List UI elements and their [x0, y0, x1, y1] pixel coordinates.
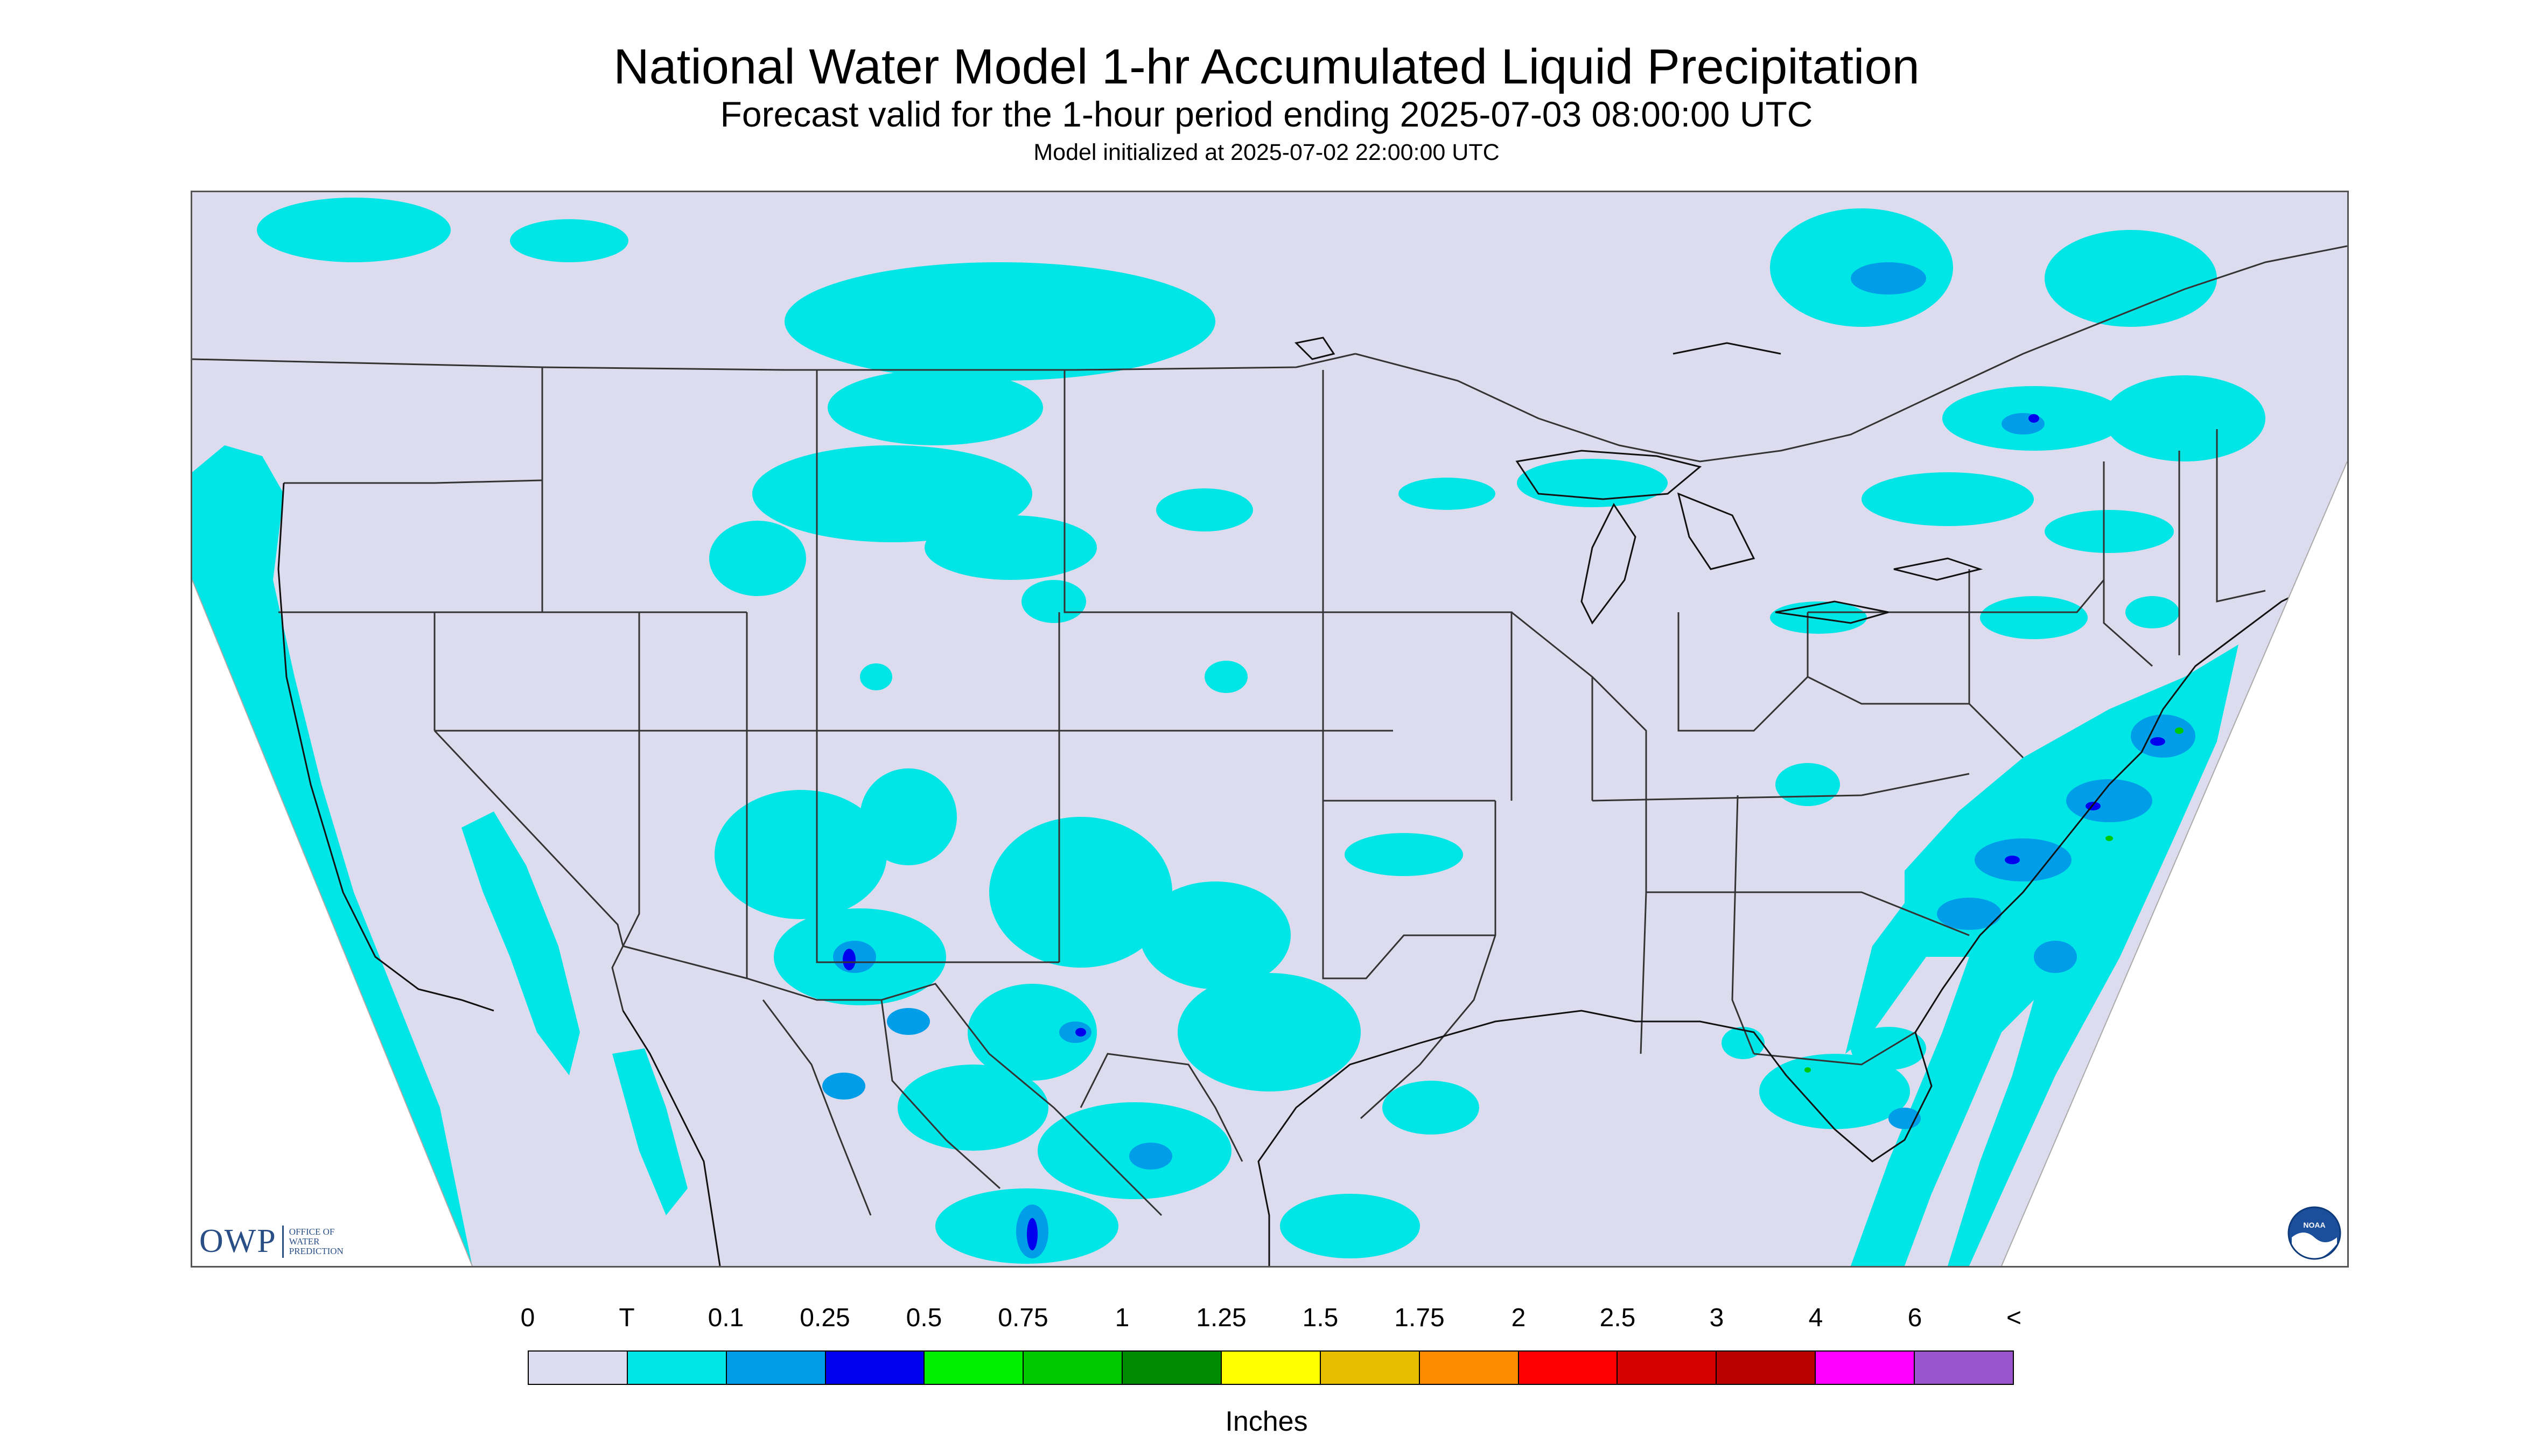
legend-swatch	[726, 1352, 826, 1384]
owp-logo-mark: OWP	[199, 1223, 277, 1259]
legend-label: 3	[1709, 1304, 1724, 1332]
legend-swatch	[627, 1352, 727, 1384]
legend-swatch	[1618, 1352, 1717, 1384]
precipitation-map	[191, 191, 2349, 1268]
legend-label: 4	[1808, 1304, 1823, 1332]
coastlines	[277, 337, 2347, 1266]
legend-label: 0	[520, 1304, 535, 1332]
svg-text:NOAA: NOAA	[2303, 1221, 2325, 1229]
legend-label: 1.75	[1394, 1304, 1445, 1332]
map-canvas	[192, 192, 2347, 1266]
heavy-precip-areas	[1804, 727, 2184, 1073]
legend-swatch	[1717, 1352, 1816, 1384]
legend-labels: 0 T 0.1 0.25 0.5 0.75 1 1.25 1.5 1.75 2 2.5 3 4 6 <	[0, 1303, 2533, 1341]
map-title: National Water Model 1-hr Accumulated Li…	[613, 39, 1920, 94]
domain-edge	[192, 461, 2347, 1266]
owp-logo-text: OFFICE OF WATER PREDICTION	[289, 1226, 344, 1256]
legend-swatch	[1419, 1352, 1519, 1384]
legend-label: 0.75	[998, 1304, 1048, 1332]
legend-swatch	[1024, 1352, 1123, 1384]
legend-swatch	[529, 1352, 628, 1384]
legend-label: 1.5	[1302, 1304, 1339, 1332]
legend-swatch	[1222, 1352, 1321, 1384]
legend-label: 0.25	[800, 1304, 850, 1332]
trace-precip-areas	[192, 198, 2265, 1266]
legend-units: Inches	[1225, 1406, 1308, 1437]
legend-label: 1.25	[1196, 1304, 1247, 1332]
legend-swatch	[825, 1352, 925, 1384]
legend-label: T	[619, 1304, 635, 1332]
legend-swatch	[1320, 1352, 1420, 1384]
model-domain	[192, 192, 2347, 1266]
map-subtitle: Forecast valid for the 1-hour period end…	[720, 94, 1813, 134]
legend-label: 0.5	[906, 1304, 942, 1332]
legend-swatch	[925, 1352, 1024, 1384]
legend-swatch	[1816, 1352, 1915, 1384]
legend-label: 1	[1115, 1304, 1130, 1332]
model-init-line: Model initialized at 2025-07-02 22:00:00…	[1033, 139, 1500, 165]
legend-label: <	[2006, 1304, 2022, 1332]
state-boundaries	[192, 245, 2347, 1216]
legend-swatch	[1519, 1352, 1618, 1384]
legend-swatch	[1123, 1352, 1222, 1384]
legend-label: 2.5	[1599, 1304, 1636, 1332]
legend-label: 2	[1511, 1304, 1526, 1332]
legend-color-bar	[528, 1350, 2014, 1385]
moderate-precip-areas	[843, 414, 2165, 1250]
owp-logo: OWP OFFICE OF WATER PREDICTION	[199, 1222, 344, 1261]
noaa-logo: NOAA	[2287, 1206, 2341, 1263]
legend-swatch	[1915, 1352, 2013, 1384]
light-precip-areas	[822, 262, 2195, 1258]
legend-label: 0.1	[708, 1304, 744, 1332]
legend-label: 6	[1907, 1304, 1922, 1332]
